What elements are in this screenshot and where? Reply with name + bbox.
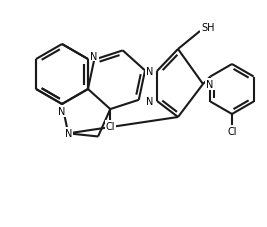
Text: N: N (65, 129, 72, 139)
Text: N: N (146, 67, 154, 77)
Text: N: N (206, 80, 214, 90)
Text: N: N (58, 106, 66, 116)
Text: N: N (146, 96, 154, 106)
Text: Cl: Cl (105, 121, 115, 131)
Text: N: N (90, 51, 98, 61)
Text: SH: SH (201, 23, 215, 33)
Text: Cl: Cl (227, 126, 237, 136)
